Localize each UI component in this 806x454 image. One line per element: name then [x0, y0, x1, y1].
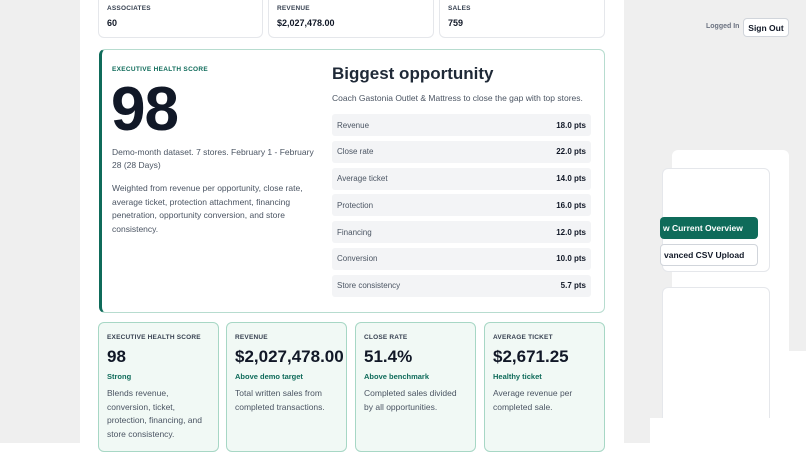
opportunity-row-protection: Protection 16.0 pts — [332, 194, 591, 217]
kpi-label: CLOSE RATE — [364, 334, 408, 341]
metric-card-associates: ASSOCIATES 60 — [98, 0, 263, 38]
kpi-value: 51.4% — [364, 347, 413, 366]
opportunity-row-name: Average ticket — [337, 174, 388, 184]
kpi-description: Total written sales from completed trans… — [235, 388, 325, 412]
opportunity-title: Biggest opportunity — [332, 64, 494, 83]
metric-value: 60 — [107, 18, 118, 28]
kpi-label: AVERAGE TICKET — [493, 334, 553, 341]
opportunity-row-name: Close rate — [337, 147, 374, 157]
metric-value: $2,027,478.00 — [277, 18, 335, 28]
white-strip-bottom — [650, 418, 806, 454]
opportunity-row-points: 18.0 pts — [556, 120, 586, 130]
score-methodology: Weighted from revenue per opportunity, c… — [112, 183, 303, 234]
right-secondary-card — [662, 287, 770, 437]
kpi-label: EXECUTIVE HEALTH SCORE — [107, 334, 201, 341]
kpi-value: $2,671.25 — [493, 347, 569, 366]
dataset-description: Demo-month dataset. 7 stores. February 1… — [112, 147, 314, 170]
executive-score-value: 98 — [111, 75, 179, 144]
kpi-card-average-ticket: AVERAGE TICKET $2,671.25 Healthy ticket … — [484, 322, 605, 452]
kpi-card-health-score: EXECUTIVE HEALTH SCORE 98 Strong Blends … — [98, 322, 219, 452]
opportunity-row-name: Revenue — [337, 120, 370, 130]
opportunity-subtitle: Coach Gastonia Outlet & Mattress to clos… — [332, 93, 583, 103]
metric-card-sales: SALES 759 — [439, 0, 605, 38]
kpi-status: Above demo target — [235, 372, 303, 381]
kpi-card-revenue: REVENUE $2,027,478.00 Above demo target … — [226, 322, 347, 452]
kpi-description: Average revenue per completed sale. — [493, 388, 573, 412]
opportunity-row-name: Store consistency — [337, 281, 401, 291]
kpi-status: Healthy ticket — [493, 372, 542, 381]
opportunity-row-name: Financing — [337, 227, 372, 237]
opportunity-row-average-ticket: Average ticket 14.0 pts — [332, 167, 591, 190]
view-current-overview-button[interactable]: w Current Overview — [660, 217, 758, 239]
opportunity-row-financing: Financing 12.0 pts — [332, 221, 591, 244]
kpi-status: Above benchmark — [364, 372, 430, 381]
metric-label: SALES — [448, 5, 471, 12]
opportunity-row-revenue: Revenue 18.0 pts — [332, 114, 591, 136]
kpi-status: Strong — [107, 372, 132, 381]
opportunity-row-close-rate: Close rate 22.0 pts — [332, 140, 591, 163]
opportunity-row-points: 14.0 pts — [556, 174, 586, 184]
metric-label: ASSOCIATES — [107, 5, 151, 12]
opportunity-row-points: 22.0 pts — [556, 147, 586, 157]
opportunity-row-points: 16.0 pts — [556, 200, 586, 210]
metric-value: 759 — [448, 18, 464, 28]
opportunity-row-conversion: Conversion 10.0 pts — [332, 247, 591, 270]
opportunity-row-points: 5.7 pts — [560, 281, 586, 291]
kpi-description: Blends revenue, conversion, ticket, prot… — [107, 388, 202, 439]
metric-card-revenue: REVENUE $2,027,478.00 — [268, 0, 434, 38]
executive-score-label: EXECUTIVE HEALTH SCORE — [112, 66, 209, 73]
kpi-description: Completed sales divided by all opportuni… — [364, 388, 457, 412]
sign-out-button[interactable]: Sign Out — [743, 18, 789, 37]
opportunity-list: Revenue 18.0 pts Close rate 22.0 pts Ave… — [332, 114, 591, 302]
kpi-label: REVENUE — [235, 334, 268, 341]
opportunity-row-points: 12.0 pts — [556, 227, 586, 237]
advanced-csv-upload-button[interactable]: vanced CSV Upload — [660, 244, 758, 266]
opportunity-row-store-consistency: Store consistency 5.7 pts — [332, 274, 591, 297]
executive-health-card: EXECUTIVE HEALTH SCORE 98 Demo-month dat… — [99, 49, 605, 313]
opportunity-row-name: Conversion — [337, 254, 378, 264]
kpi-card-close-rate: CLOSE RATE 51.4% Above benchmark Complet… — [355, 322, 476, 452]
kpi-value: $2,027,478.00 — [235, 347, 344, 366]
opportunity-row-name: Protection — [337, 200, 374, 210]
metric-label: REVENUE — [277, 5, 310, 12]
logged-in-label: Logged In — [706, 23, 740, 30]
opportunity-row-points: 10.0 pts — [556, 254, 586, 264]
kpi-value: 98 — [107, 347, 126, 366]
